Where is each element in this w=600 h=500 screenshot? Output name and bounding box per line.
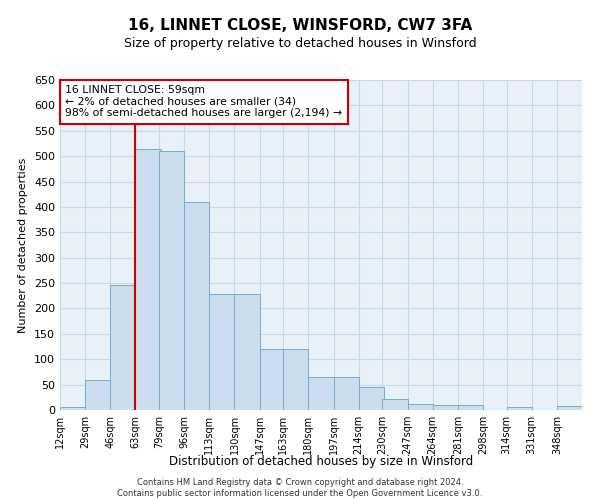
Bar — [382, 399, 407, 410]
Bar — [184, 202, 209, 410]
Bar — [557, 406, 582, 410]
Text: Size of property relative to detached houses in Winsford: Size of property relative to detached ho… — [124, 38, 476, 51]
Bar — [458, 406, 483, 410]
Bar — [235, 294, 260, 410]
Bar — [283, 349, 308, 410]
Bar — [407, 404, 433, 410]
Bar — [334, 377, 359, 410]
Y-axis label: Number of detached properties: Number of detached properties — [19, 158, 28, 332]
Bar — [308, 377, 334, 410]
Bar — [136, 148, 161, 410]
Bar — [433, 405, 458, 410]
Bar — [506, 408, 532, 410]
Bar — [359, 386, 384, 410]
Text: 16, LINNET CLOSE, WINSFORD, CW7 3FA: 16, LINNET CLOSE, WINSFORD, CW7 3FA — [128, 18, 472, 32]
Text: 16 LINNET CLOSE: 59sqm
← 2% of detached houses are smaller (34)
98% of semi-deta: 16 LINNET CLOSE: 59sqm ← 2% of detached … — [65, 85, 343, 118]
Bar — [209, 294, 235, 410]
Text: Distribution of detached houses by size in Winsford: Distribution of detached houses by size … — [169, 454, 473, 468]
Bar — [60, 408, 85, 410]
Text: Contains HM Land Registry data © Crown copyright and database right 2024.
Contai: Contains HM Land Registry data © Crown c… — [118, 478, 482, 498]
Bar — [85, 380, 110, 410]
Bar — [159, 151, 184, 410]
Bar — [260, 349, 285, 410]
Bar — [110, 285, 136, 410]
